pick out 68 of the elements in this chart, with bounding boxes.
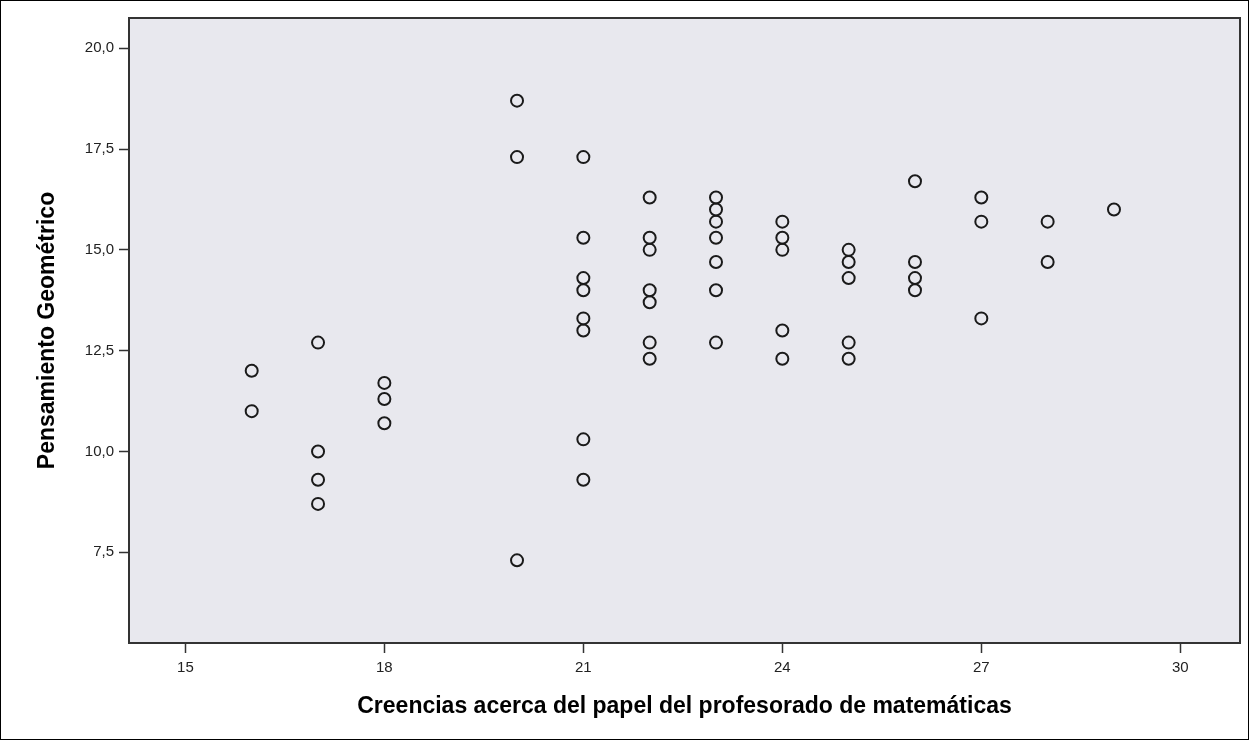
x-axis-title: Creencias acerca del papel del profesorado de matemáticas <box>357 692 1012 719</box>
point <box>377 416 392 431</box>
x-tick-label: 27 <box>972 658 990 676</box>
point <box>841 242 856 257</box>
x-tick-label: 24 <box>773 658 791 676</box>
point <box>642 351 657 366</box>
point <box>841 271 856 286</box>
point <box>576 230 591 245</box>
point <box>907 174 922 189</box>
point <box>576 283 591 298</box>
point <box>709 230 724 245</box>
point <box>907 271 922 286</box>
point <box>841 254 856 269</box>
point <box>642 230 657 245</box>
y-tick-label: 7,5 <box>93 542 114 560</box>
point <box>709 283 724 298</box>
x-tick-label: 18 <box>376 658 393 676</box>
point <box>576 472 591 487</box>
point <box>576 271 591 286</box>
point <box>377 375 392 390</box>
y-axis-title: Pensamiento Geométrico <box>33 191 60 470</box>
point <box>377 392 392 407</box>
point <box>642 295 657 310</box>
point <box>510 93 525 108</box>
point <box>974 214 989 229</box>
y-tick-label: 20,0 <box>84 38 114 56</box>
point <box>642 190 657 205</box>
point <box>510 553 525 568</box>
point <box>709 202 724 217</box>
point <box>709 335 724 350</box>
point <box>775 323 790 338</box>
point <box>709 214 724 229</box>
point <box>1106 202 1121 217</box>
point <box>775 214 790 229</box>
point <box>576 311 591 326</box>
x-tick-label: 15 <box>177 658 194 676</box>
point <box>974 190 989 205</box>
point <box>775 242 790 257</box>
point <box>510 150 525 165</box>
point <box>974 311 989 326</box>
point <box>244 404 259 419</box>
point <box>841 351 856 366</box>
y-tick-label: 10,0 <box>84 441 114 459</box>
y-tick-label: 17,5 <box>84 139 114 157</box>
point <box>907 283 922 298</box>
point <box>642 335 657 350</box>
point <box>311 496 326 511</box>
point <box>1040 214 1055 229</box>
point <box>642 242 657 257</box>
point <box>642 283 657 298</box>
point <box>907 254 922 269</box>
x-tick-label: 30 <box>1171 658 1189 676</box>
y-tick-label: 12,5 <box>84 340 114 358</box>
point <box>709 254 724 269</box>
point <box>311 444 326 459</box>
point <box>576 150 591 165</box>
point <box>244 363 259 378</box>
point <box>841 335 856 350</box>
x-tick-label: 21 <box>575 658 592 676</box>
y-tick-label: 15,0 <box>84 240 114 257</box>
point <box>1040 254 1055 269</box>
point <box>775 230 790 245</box>
point <box>576 432 591 447</box>
point <box>311 335 326 350</box>
point <box>709 190 724 205</box>
point <box>311 472 326 487</box>
point <box>775 351 790 366</box>
point <box>576 323 591 338</box>
